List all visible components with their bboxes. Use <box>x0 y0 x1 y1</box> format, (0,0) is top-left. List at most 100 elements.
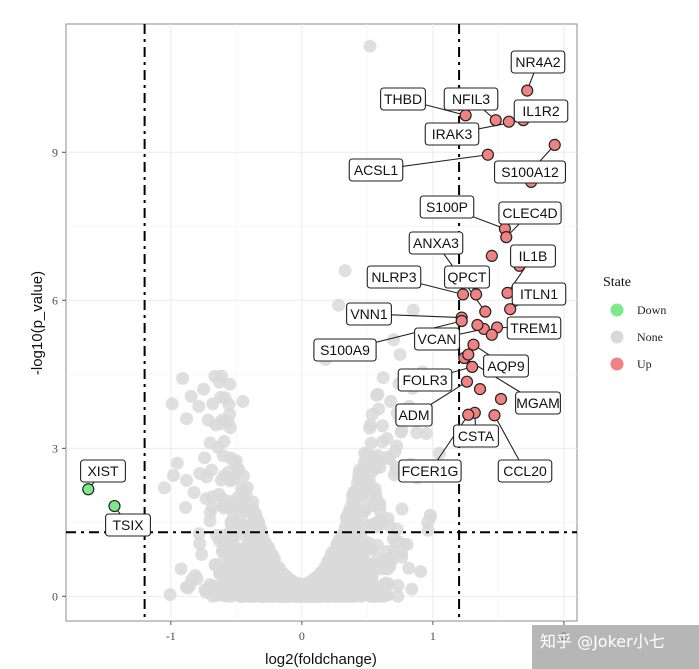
data-point-none <box>272 589 286 603</box>
data-point-none <box>419 427 433 441</box>
gene-label-box <box>444 265 490 289</box>
data-point-none <box>176 371 190 385</box>
data-point-none <box>246 495 260 509</box>
data-point-none <box>221 540 235 554</box>
gene-label-text: ANXA3 <box>413 235 459 251</box>
data-point-none <box>170 456 184 470</box>
data-point-up <box>489 114 502 127</box>
data-point-none <box>402 561 416 575</box>
gene-label-box <box>511 282 567 306</box>
data-point-none <box>179 580 193 594</box>
gene-label-box <box>498 201 562 225</box>
data-point-none <box>309 588 323 602</box>
data-point-up <box>500 231 513 244</box>
data-point-none <box>236 486 250 500</box>
data-point-none <box>222 397 236 411</box>
data-point-none <box>363 39 377 53</box>
data-point-none <box>352 552 366 566</box>
data-point-none <box>192 399 206 413</box>
data-point-up <box>473 383 487 396</box>
gene-label: TSIX <box>105 513 151 537</box>
data-point-none <box>354 589 368 603</box>
data-point-none <box>405 582 419 596</box>
data-point-up <box>471 318 484 332</box>
data-point-up <box>467 338 480 351</box>
gene-label-text: S100A12 <box>501 164 559 180</box>
data-point-none <box>214 473 228 487</box>
data-point-up <box>485 328 498 341</box>
gene-label: NR4A2 <box>510 50 566 74</box>
data-point-none <box>206 397 220 411</box>
data-point-up <box>485 249 498 262</box>
data-point-none <box>197 382 211 396</box>
data-point-none <box>268 568 282 582</box>
x-tick-label: 1 <box>430 629 436 643</box>
data-point-up <box>459 109 472 122</box>
data-point-none <box>235 498 249 512</box>
legend-title: State <box>603 275 631 290</box>
data-point-up <box>494 392 508 406</box>
data-point-none <box>338 264 352 278</box>
gene-label-text: CLEC4D <box>502 205 557 221</box>
legend-label: Up <box>637 357 652 371</box>
data-point-none <box>372 496 386 510</box>
legend-key-up <box>610 357 624 371</box>
gene-label-text: ACSL1 <box>354 162 399 178</box>
data-point-none <box>395 424 409 438</box>
data-point-none <box>373 460 387 474</box>
data-point-up <box>462 408 475 421</box>
gene-label: VNN1 <box>346 302 392 326</box>
data-point-none <box>342 588 356 602</box>
gene-label-box <box>493 160 566 184</box>
data-point-none <box>223 377 237 391</box>
data-point-none <box>192 527 206 541</box>
watermark: 知乎 @Joker小七 <box>540 632 665 651</box>
gene-label-box <box>105 513 151 537</box>
none-points <box>157 39 446 603</box>
gene-label-box <box>380 87 426 111</box>
data-point-none <box>347 491 361 505</box>
data-point-none <box>375 419 389 433</box>
gene-label-box <box>513 99 569 123</box>
gene-label-text: THBD <box>384 91 422 107</box>
data-point-none <box>371 449 385 463</box>
data-point-none <box>366 589 380 603</box>
data-point-none <box>406 303 420 317</box>
data-point-none <box>384 394 398 408</box>
data-point-none <box>391 579 405 593</box>
data-point-up <box>521 84 534 97</box>
gene-label-text: TREM1 <box>510 320 558 336</box>
gene-label: S100A9 <box>313 338 377 362</box>
data-point-up <box>460 375 474 388</box>
data-point-none <box>180 412 194 426</box>
data-point-none <box>285 582 299 596</box>
gene-label-text: MGAM <box>516 395 560 411</box>
data-point-none <box>201 413 215 427</box>
data-point-none <box>216 449 230 463</box>
gene-label-text: VCAN <box>418 331 457 347</box>
data-point-none <box>217 501 231 515</box>
data-point-none <box>163 588 177 602</box>
data-point-none <box>376 371 390 385</box>
gene-label: CCL20 <box>497 459 553 483</box>
data-point-none <box>240 541 254 555</box>
data-point-up <box>456 288 470 301</box>
legend: State Down None Up <box>603 275 666 371</box>
gene-label-text: NFIL3 <box>452 91 490 107</box>
gene-label: IL1B <box>510 244 556 268</box>
gene-label-text: QPCT <box>448 269 487 285</box>
gene-label-text: AQP9 <box>487 358 525 374</box>
data-point-none <box>335 574 349 588</box>
data-point-none <box>367 559 381 573</box>
data-point-none <box>391 589 405 603</box>
gene-label: ACSL1 <box>348 158 404 182</box>
data-point-none <box>380 431 394 445</box>
gene-label-box <box>397 368 453 392</box>
data-point-none <box>363 421 377 435</box>
data-point-none <box>201 583 215 597</box>
gene-label-box <box>443 87 499 111</box>
data-point-none <box>329 548 343 562</box>
data-point-none <box>193 537 207 551</box>
gene-label-text: NLRP3 <box>371 269 416 285</box>
